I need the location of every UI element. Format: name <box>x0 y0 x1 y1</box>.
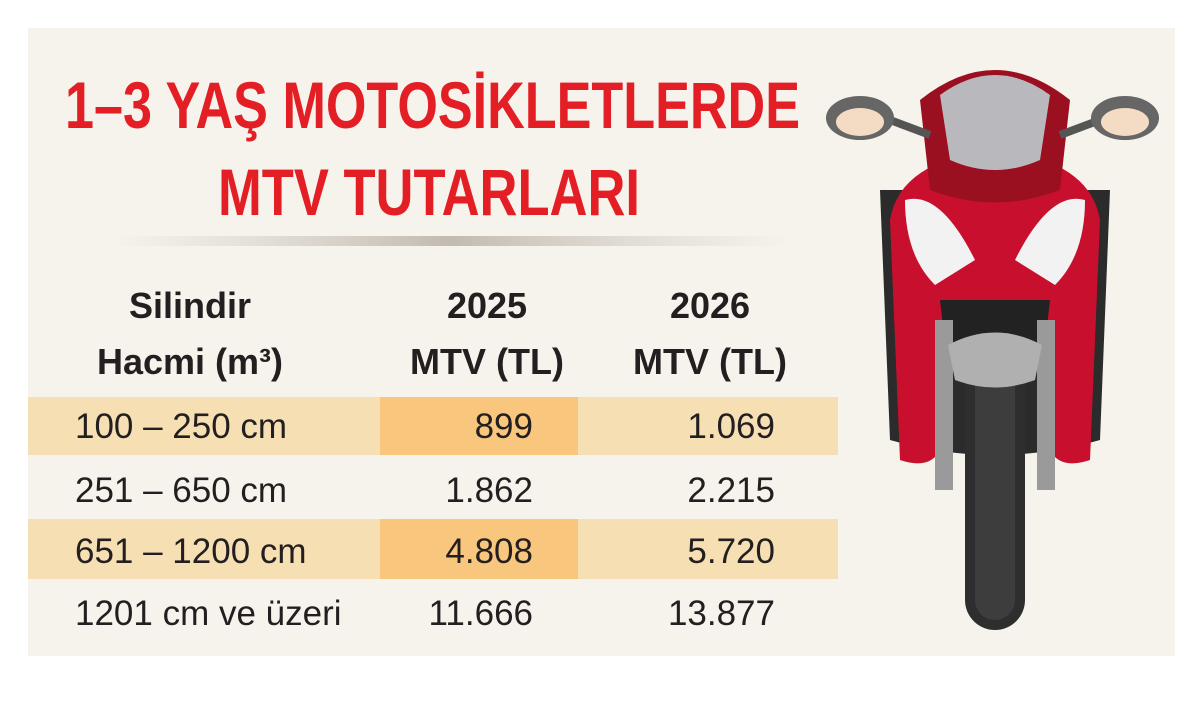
cell-band <box>380 519 578 579</box>
column-header: Hacmi (m³) <box>97 341 283 382</box>
table-cell: 11.666 <box>429 594 533 633</box>
table-cell: 4.808 <box>445 532 533 571</box>
table-cell: 1201 cm ve üzeri <box>75 594 342 633</box>
motorcycle-illustration <box>826 70 1159 630</box>
table-cell: 651 – 1200 cm <box>75 532 307 571</box>
column-header: Silindir <box>129 285 251 326</box>
table-cell: 1.862 <box>445 471 533 510</box>
table-cell: 1.069 <box>687 407 775 446</box>
table-cell: 251 – 650 cm <box>75 471 287 510</box>
table-cell: 100 – 250 cm <box>75 407 287 446</box>
cell-band <box>380 397 578 455</box>
title-shadow <box>110 236 790 246</box>
column-header: 2026 <box>670 285 750 326</box>
table-cell: 5.720 <box>687 532 775 571</box>
title-line: MTV TUTARLARI <box>218 155 640 229</box>
table-cell: 2.215 <box>687 471 775 510</box>
table-cell: 899 <box>475 407 533 446</box>
table-cell: 13.877 <box>668 594 775 633</box>
column-header: 2025 <box>447 285 527 326</box>
title-line: 1–3 YAŞ MOTOSİKLETLERDE <box>65 68 800 142</box>
column-header: MTV (TL) <box>633 341 787 382</box>
column-header: MTV (TL) <box>410 341 564 382</box>
table: Silindir Hacmi (m³) 2025 MTV (TL) 2026 MTV (T… <box>75 285 787 633</box>
